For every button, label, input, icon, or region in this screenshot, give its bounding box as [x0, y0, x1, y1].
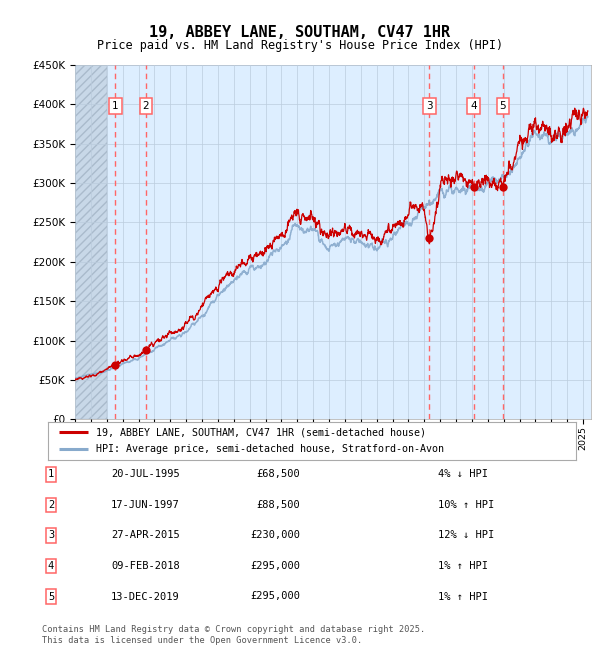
Text: 10% ↑ HPI: 10% ↑ HPI — [438, 500, 494, 510]
Text: £230,000: £230,000 — [250, 530, 300, 540]
Text: 1% ↑ HPI: 1% ↑ HPI — [438, 561, 488, 571]
Text: 5: 5 — [500, 101, 506, 111]
Text: HPI: Average price, semi-detached house, Stratford-on-Avon: HPI: Average price, semi-detached house,… — [95, 445, 443, 454]
Text: 13-DEC-2019: 13-DEC-2019 — [111, 592, 180, 601]
Text: 2: 2 — [48, 500, 54, 510]
Text: £295,000: £295,000 — [250, 561, 300, 571]
Text: 19, ABBEY LANE, SOUTHAM, CV47 1HR (semi-detached house): 19, ABBEY LANE, SOUTHAM, CV47 1HR (semi-… — [95, 427, 425, 437]
Text: 4% ↓ HPI: 4% ↓ HPI — [438, 469, 488, 479]
Text: 1% ↑ HPI: 1% ↑ HPI — [438, 592, 488, 601]
Text: 3: 3 — [426, 101, 433, 111]
Text: £295,000: £295,000 — [250, 592, 300, 601]
Text: 4: 4 — [48, 561, 54, 571]
Text: 20-JUL-1995: 20-JUL-1995 — [111, 469, 180, 479]
Text: Price paid vs. HM Land Registry's House Price Index (HPI): Price paid vs. HM Land Registry's House … — [97, 39, 503, 52]
Text: 09-FEB-2018: 09-FEB-2018 — [111, 561, 180, 571]
Text: 12% ↓ HPI: 12% ↓ HPI — [438, 530, 494, 540]
Text: Contains HM Land Registry data © Crown copyright and database right 2025.
This d: Contains HM Land Registry data © Crown c… — [42, 625, 425, 645]
Text: £88,500: £88,500 — [256, 500, 300, 510]
Text: 19, ABBEY LANE, SOUTHAM, CV47 1HR: 19, ABBEY LANE, SOUTHAM, CV47 1HR — [149, 25, 451, 40]
Text: 2: 2 — [142, 101, 149, 111]
Text: 4: 4 — [470, 101, 477, 111]
Text: £68,500: £68,500 — [256, 469, 300, 479]
Text: 3: 3 — [48, 530, 54, 540]
Text: 5: 5 — [48, 592, 54, 601]
Text: 17-JUN-1997: 17-JUN-1997 — [111, 500, 180, 510]
Text: 1: 1 — [48, 469, 54, 479]
Bar — [75, 65, 107, 419]
Text: 27-APR-2015: 27-APR-2015 — [111, 530, 180, 540]
Text: 1: 1 — [112, 101, 119, 111]
